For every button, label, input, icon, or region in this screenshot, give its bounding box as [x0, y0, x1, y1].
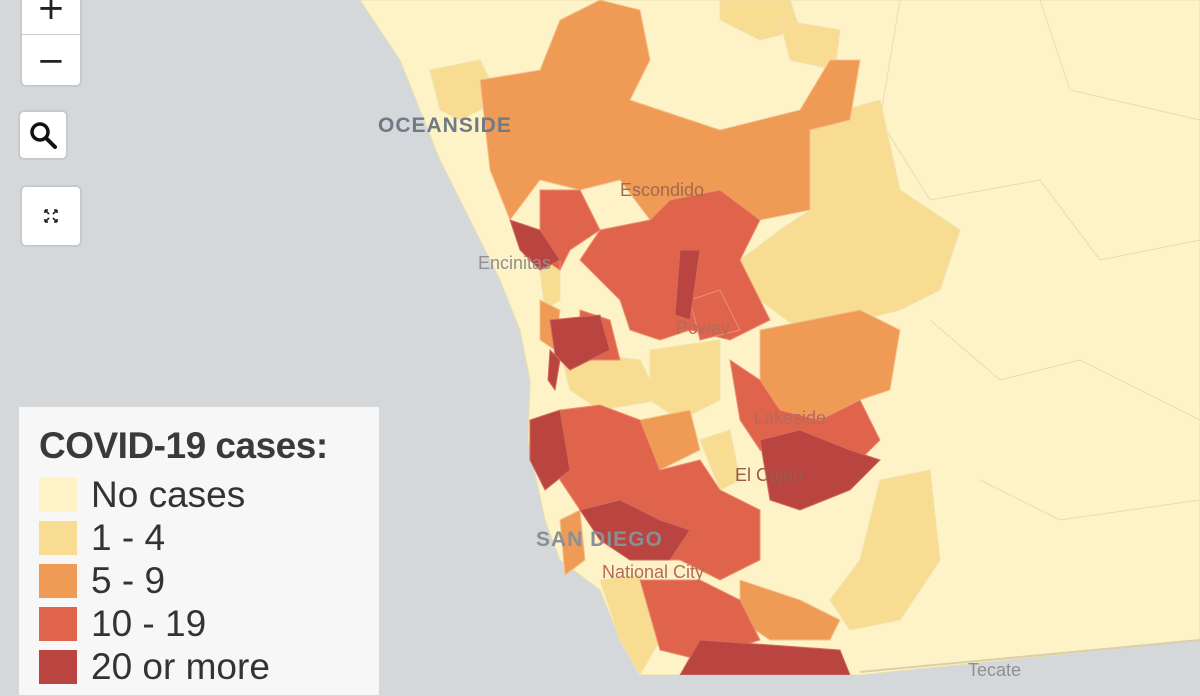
- legend-swatch: [39, 606, 77, 641]
- fit-bounds-button[interactable]: [20, 185, 82, 247]
- legend-item: 10 - 19: [39, 602, 379, 645]
- zoom-in-button[interactable]: +: [36, 0, 66, 28]
- zones-20-plus: [509, 219, 881, 675]
- label-san-diego: SAN DIEGO: [536, 528, 663, 551]
- region-boundaries: [879, 0, 1200, 521]
- legend-label: No cases: [91, 473, 246, 515]
- label-national-city: National City: [602, 562, 705, 582]
- legend-item: No cases: [39, 473, 379, 516]
- label-oceanside: OCEANSIDE: [378, 114, 512, 137]
- legend-label: 10 - 19: [91, 602, 207, 644]
- legend-label: 5 - 9: [91, 559, 166, 601]
- fit-bounds-icon: [44, 209, 58, 223]
- zoom-control: + −: [20, 0, 82, 87]
- search-icon: [30, 122, 57, 149]
- zones-1-4: [429, 0, 961, 675]
- label-poway: Poway: [676, 318, 731, 338]
- legend-item: 5 - 9: [39, 559, 379, 602]
- label-encinitas: Encinitas: [478, 253, 552, 273]
- choropleth-map[interactable]: [0, 0, 1200, 675]
- legend-title: COVID-19 cases:: [39, 425, 328, 466]
- legend-item: 1 - 4: [39, 516, 379, 559]
- legend-swatch: [39, 477, 77, 512]
- legend-swatch: [39, 520, 77, 555]
- border-line: [859, 639, 1200, 673]
- map-legend: COVID-19 cases: No cases 1 - 4 5 - 9 10 …: [18, 406, 380, 696]
- legend-swatch: [39, 649, 77, 684]
- label-tecate: Tecate: [968, 660, 1022, 680]
- legend-swatch: [39, 563, 77, 598]
- label-escondido: Escondido: [620, 180, 705, 200]
- legend-label: 20 or more: [91, 645, 270, 687]
- search-button[interactable]: [18, 110, 68, 160]
- zones-10-19: [538, 189, 881, 661]
- legend-item: 20 or more: [39, 645, 379, 688]
- zoom-out-button[interactable]: −: [22, 34, 80, 85]
- label-el-cajon: El Cajon: [735, 465, 804, 485]
- zones-5-9: [479, 0, 901, 641]
- label-lakeside: Lakeside: [754, 408, 827, 428]
- legend-label: 1 - 4: [91, 516, 166, 558]
